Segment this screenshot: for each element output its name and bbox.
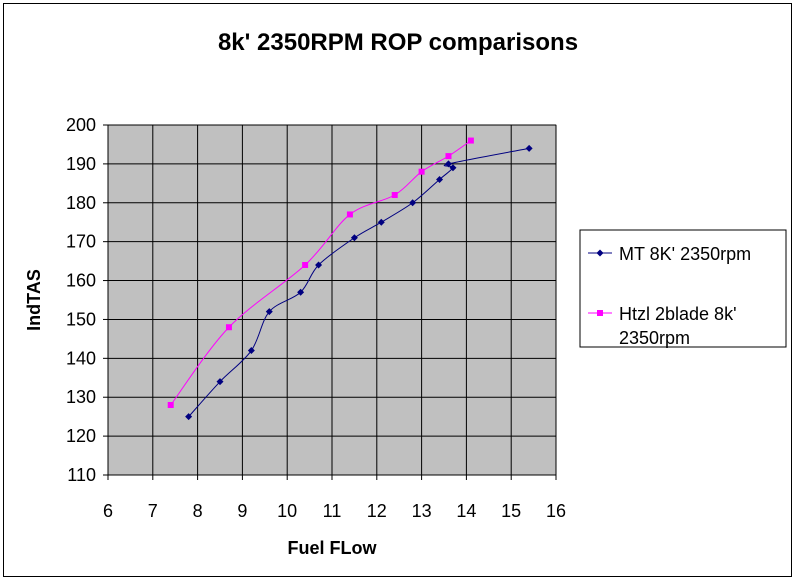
y-tick-label: 160 <box>66 271 96 291</box>
series-2 <box>167 137 474 408</box>
data-point <box>444 160 452 168</box>
y-tick-label: 200 <box>66 115 96 135</box>
data-point <box>265 308 273 316</box>
data-point <box>391 192 398 198</box>
data-series <box>167 137 533 421</box>
data-point <box>418 168 425 175</box>
data-point <box>247 347 255 355</box>
data-point <box>377 218 385 226</box>
legend-entry: MT 8K' 2350rpm <box>588 244 751 264</box>
data-point <box>467 137 474 144</box>
x-tick-label: 7 <box>148 501 158 521</box>
data-point <box>216 378 224 386</box>
data-point <box>225 324 232 331</box>
data-point <box>346 211 353 218</box>
y-tick-label: 130 <box>66 387 96 407</box>
y-tick-label: 170 <box>66 232 96 252</box>
data-point <box>525 144 533 152</box>
legend-label: 2350rpm <box>619 328 690 348</box>
y-tick-label: 180 <box>66 193 96 213</box>
y-tick-label: 150 <box>66 309 96 329</box>
data-point <box>167 402 174 408</box>
x-tick-label: 10 <box>277 501 297 521</box>
x-tick-label: 13 <box>412 501 432 521</box>
y-tick-label: 110 <box>67 465 96 485</box>
data-point <box>185 413 193 421</box>
chart-title: 8k' 2350RPM ROP comparisons <box>218 29 578 56</box>
x-tick-label: 14 <box>456 501 476 521</box>
y-tick-label: 120 <box>66 426 96 446</box>
data-point <box>436 175 444 183</box>
legend-label: Htzl 2blade 8k' <box>619 304 737 324</box>
x-tick-label: 12 <box>367 501 387 521</box>
y-tick-label: 190 <box>66 154 96 174</box>
legend-entry: Htzl 2blade 8k' 2350rpm <box>588 304 737 348</box>
x-tick-label: 11 <box>323 501 342 521</box>
data-point <box>350 234 358 242</box>
axes: 6 7 8 9 10 11 12 13 14 15 16 110 120 130 140 150 160 170 1… <box>66 115 566 521</box>
data-point <box>302 262 309 268</box>
grid-lines <box>108 124 557 475</box>
legend-box <box>579 229 787 348</box>
legend: MT 8K' 2350rpm Htzl 2blade 8k' 2350rpm <box>579 229 787 348</box>
data-point <box>315 261 323 269</box>
legend-marker <box>596 249 604 257</box>
data-point <box>449 164 457 172</box>
y-axis-label: IndTAS <box>24 269 44 331</box>
legend-marker <box>597 310 603 316</box>
x-tick-label: 6 <box>103 501 113 521</box>
x-tick-label: 16 <box>546 501 566 521</box>
y-tick-label: 140 <box>66 348 96 368</box>
x-tick-label: 9 <box>237 501 247 521</box>
data-point <box>409 199 417 207</box>
x-axis-label: Fuel FLow <box>288 538 378 558</box>
series-1 <box>185 144 533 421</box>
x-tick-label: 15 <box>501 501 521 521</box>
data-point <box>297 288 305 296</box>
data-point <box>445 153 452 160</box>
legend-label: MT 8K' 2350rpm <box>619 244 751 264</box>
x-tick-label: 8 <box>193 501 203 521</box>
